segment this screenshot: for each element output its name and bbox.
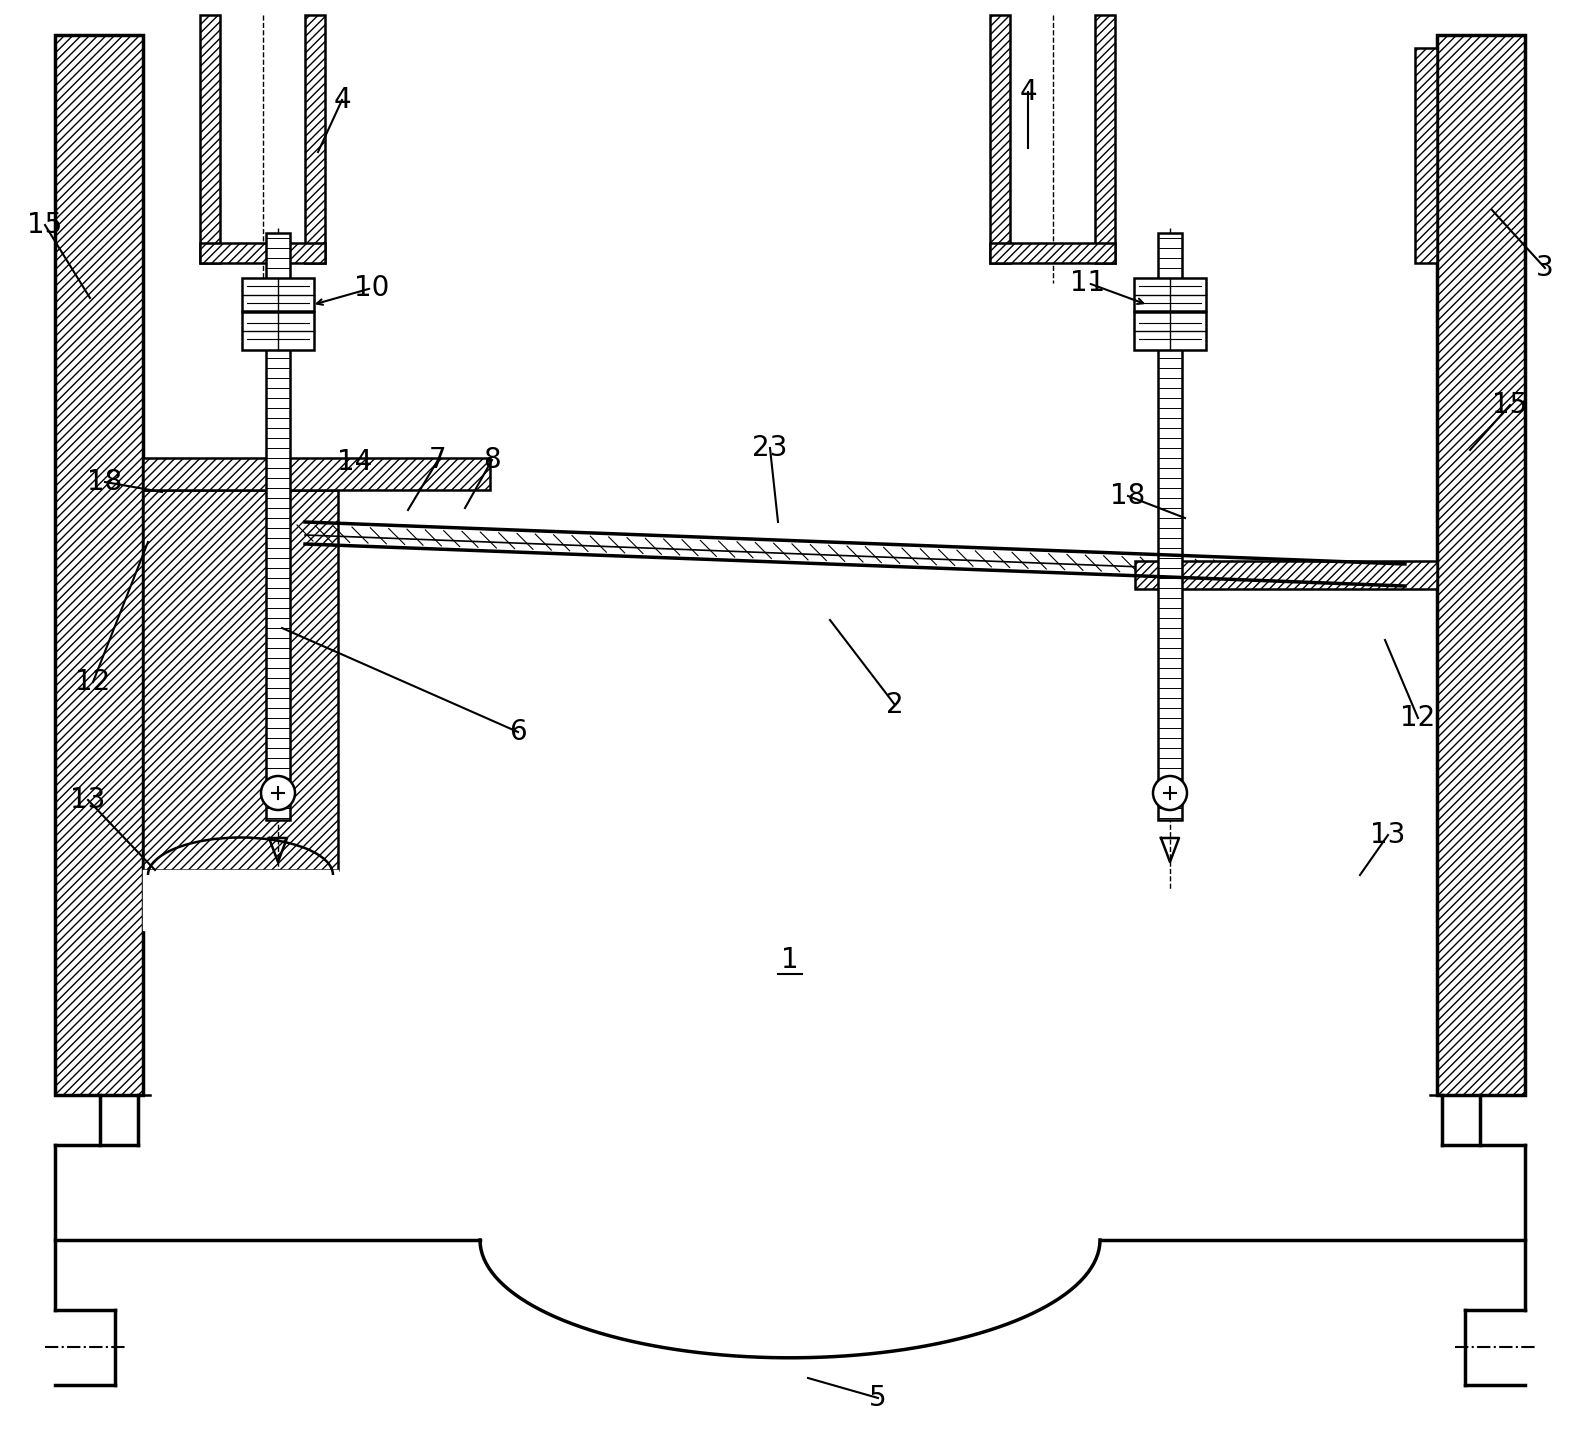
Bar (144, 489, 338, 870)
Bar (1158, 232, 1182, 820)
Bar (305, 15, 325, 263)
Text: 1: 1 (781, 947, 799, 974)
Text: 13: 13 (1370, 820, 1406, 849)
Bar (991, 15, 1010, 263)
Text: 23: 23 (752, 434, 788, 462)
Bar (1095, 15, 1115, 263)
Text: 12: 12 (76, 668, 111, 696)
Circle shape (261, 775, 295, 810)
Text: 13: 13 (71, 786, 106, 815)
Text: 11: 11 (1070, 269, 1106, 298)
Bar (55, 35, 144, 1095)
Text: 4: 4 (333, 86, 351, 115)
Text: 7: 7 (430, 446, 447, 473)
Text: 4: 4 (1019, 78, 1036, 106)
Text: 10: 10 (354, 274, 390, 302)
Text: 12: 12 (1400, 704, 1436, 732)
Circle shape (1153, 775, 1187, 810)
Bar (1436, 35, 1525, 1095)
Bar (1134, 312, 1206, 350)
Text: 8: 8 (483, 446, 501, 473)
Text: 5: 5 (869, 1384, 886, 1411)
Bar (201, 15, 220, 263)
Bar (144, 457, 490, 489)
Text: 15: 15 (27, 211, 63, 240)
Bar (991, 242, 1115, 263)
Text: 6: 6 (509, 717, 526, 746)
Text: 2: 2 (886, 691, 904, 719)
Text: 15: 15 (1493, 391, 1528, 420)
Bar (1134, 277, 1206, 311)
Text: 3: 3 (1536, 254, 1553, 282)
Bar (242, 312, 314, 350)
Text: 14: 14 (337, 449, 371, 476)
Bar (201, 242, 325, 263)
Bar (265, 232, 291, 820)
Bar (1134, 560, 1436, 590)
Text: 18: 18 (87, 468, 123, 497)
Bar (242, 277, 314, 311)
Bar (1416, 48, 1436, 263)
Text: 18: 18 (1111, 482, 1146, 510)
